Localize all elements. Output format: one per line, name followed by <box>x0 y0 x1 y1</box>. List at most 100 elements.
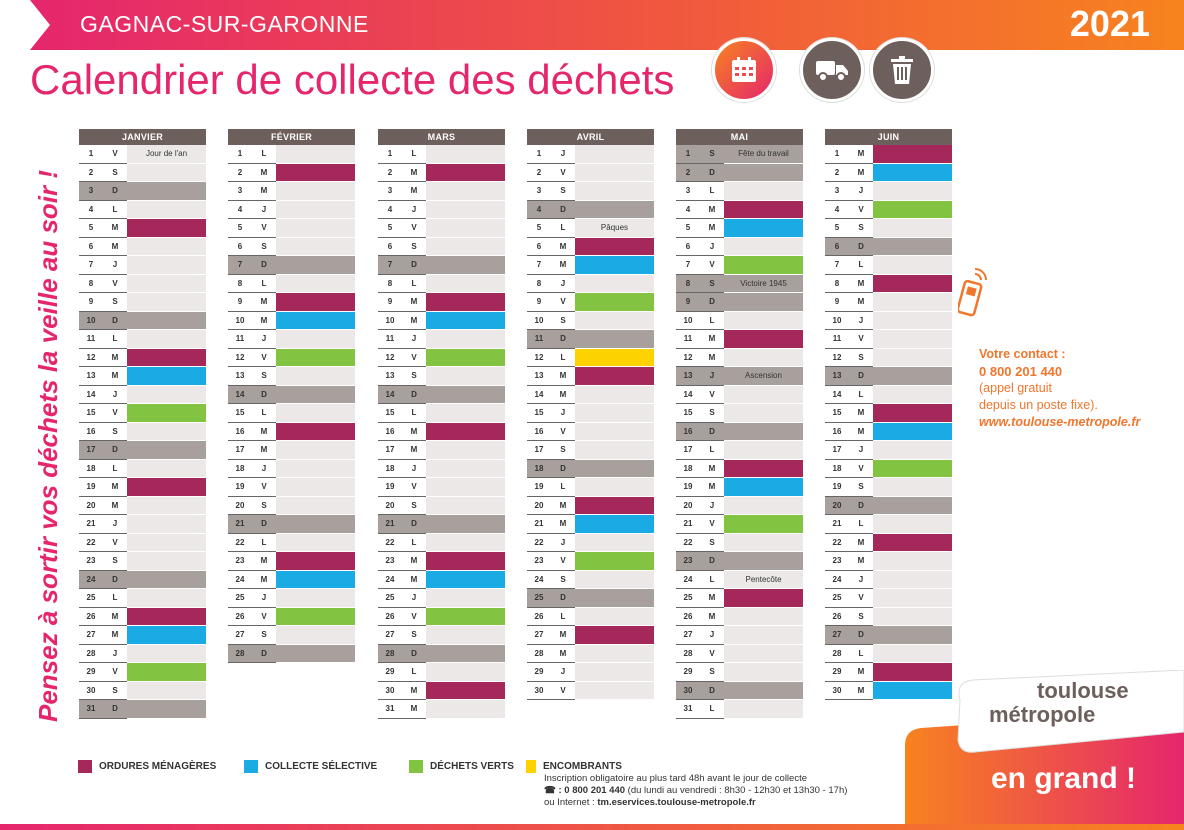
day-number: 16 <box>378 423 402 441</box>
day-number: 3 <box>79 182 103 201</box>
day-number: 1 <box>378 145 402 164</box>
day-row: 20 S <box>378 496 505 515</box>
legend-label-selective: COLLECTE SÉLECTIVE <box>265 761 378 772</box>
legend-label-verts: DÉCHETS VERTS <box>430 761 514 772</box>
day-number: 7 <box>825 256 849 275</box>
day-letter: L <box>252 275 276 293</box>
day-cell: Pentecôte <box>724 570 803 589</box>
day-letter: M <box>849 682 873 700</box>
day-letter: S <box>252 497 276 515</box>
day-number: 18 <box>527 459 551 478</box>
day-letter: D <box>402 644 426 663</box>
day-letter: L <box>551 478 575 497</box>
day-number: 15 <box>676 404 700 423</box>
day-letter: M <box>103 367 127 386</box>
legend-swatch-encombrants <box>526 760 536 773</box>
day-cell <box>127 330 206 349</box>
day-row: 22 M <box>825 533 952 552</box>
collection-dv <box>873 200 952 219</box>
day-letter: J <box>551 404 575 423</box>
day-number: 28 <box>527 645 551 663</box>
day-cell <box>426 644 505 663</box>
day-number: 30 <box>676 681 700 700</box>
day-cell <box>724 404 803 423</box>
collection-om <box>575 237 654 256</box>
collection-om <box>575 626 654 645</box>
contact-line2: depuis un poste fixe). <box>979 398 1098 412</box>
day-row: 19 L <box>527 478 654 497</box>
encombrants-web[interactable]: tm.eservices.toulouse-metropole.fr <box>597 797 756 808</box>
day-number: 8 <box>79 275 103 293</box>
day-cell <box>873 367 952 386</box>
day-number: 6 <box>228 238 252 256</box>
day-cell <box>276 589 355 608</box>
day-row: 12 V <box>378 348 505 367</box>
day-number: 25 <box>676 589 700 608</box>
collection-dv <box>426 348 505 367</box>
day-number: 12 <box>378 349 402 367</box>
collection-om <box>276 163 355 182</box>
day-letter: M <box>849 293 873 312</box>
day-cell <box>575 385 654 404</box>
day-cell <box>127 533 206 552</box>
contact-website[interactable]: www.toulouse-metropole.fr <box>979 415 1141 429</box>
day-number: 29 <box>378 663 402 682</box>
day-number: 26 <box>527 608 551 626</box>
day-number: 15 <box>527 404 551 423</box>
day-cell <box>127 311 206 330</box>
legend-label-encombrants: ENCOMBRANTS <box>543 761 622 772</box>
day-cell <box>127 422 206 441</box>
day-cell <box>724 496 803 515</box>
day-letter: V <box>700 256 724 275</box>
day-row: 31 D <box>79 700 206 719</box>
encombrants-phone[interactable]: 0 800 201 440 <box>564 785 626 796</box>
day-row: 24 J <box>825 570 952 589</box>
day-letter: S <box>700 274 724 293</box>
day-number: 30 <box>527 682 551 700</box>
day-letter: S <box>103 164 127 182</box>
brand-slogan: en grand ! <box>991 762 1137 795</box>
day-row: 14 V <box>676 385 803 404</box>
day-cell <box>426 404 505 423</box>
day-letter: V <box>402 349 426 367</box>
day-number: 24 <box>228 571 252 589</box>
day-number: 4 <box>228 201 252 219</box>
day-row: 21 L <box>825 515 952 534</box>
day-letter: V <box>252 478 276 497</box>
day-number: 9 <box>79 293 103 312</box>
day-row: 24 L Pentecôte <box>676 570 803 589</box>
collection-om <box>873 663 952 682</box>
day-row: 30 M <box>378 681 505 700</box>
day-row: 26 V <box>378 607 505 626</box>
day-cell <box>724 626 803 645</box>
day-letter: J <box>402 589 426 608</box>
day-number: 11 <box>676 330 700 349</box>
day-number: 21 <box>527 515 551 534</box>
day-number: 12 <box>825 349 849 367</box>
legend-label-ordures: ORDURES MÉNAGÈRES <box>99 761 217 772</box>
day-letter: M <box>700 201 724 219</box>
year: 2021 <box>1069 3 1150 44</box>
day-row: 26 L <box>527 607 654 626</box>
day-letter: S <box>700 534 724 552</box>
day-letter: M <box>849 663 873 682</box>
day-number: 25 <box>825 589 849 608</box>
day-letter: D <box>402 385 426 404</box>
day-number: 18 <box>676 460 700 478</box>
day-cell <box>873 478 952 497</box>
day-row: 23 M <box>378 552 505 571</box>
contact-phone[interactable]: 0 800 201 440 <box>979 364 1063 379</box>
day-row: 12 L <box>527 348 654 367</box>
collection-om <box>873 533 952 552</box>
day-letter: M <box>551 626 575 645</box>
day-cell <box>575 607 654 626</box>
day-letter: L <box>700 571 724 589</box>
day-letter: V <box>103 534 127 552</box>
day-row: 28 L <box>825 644 952 663</box>
day-cell <box>873 293 952 312</box>
day-number: 7 <box>228 256 252 275</box>
